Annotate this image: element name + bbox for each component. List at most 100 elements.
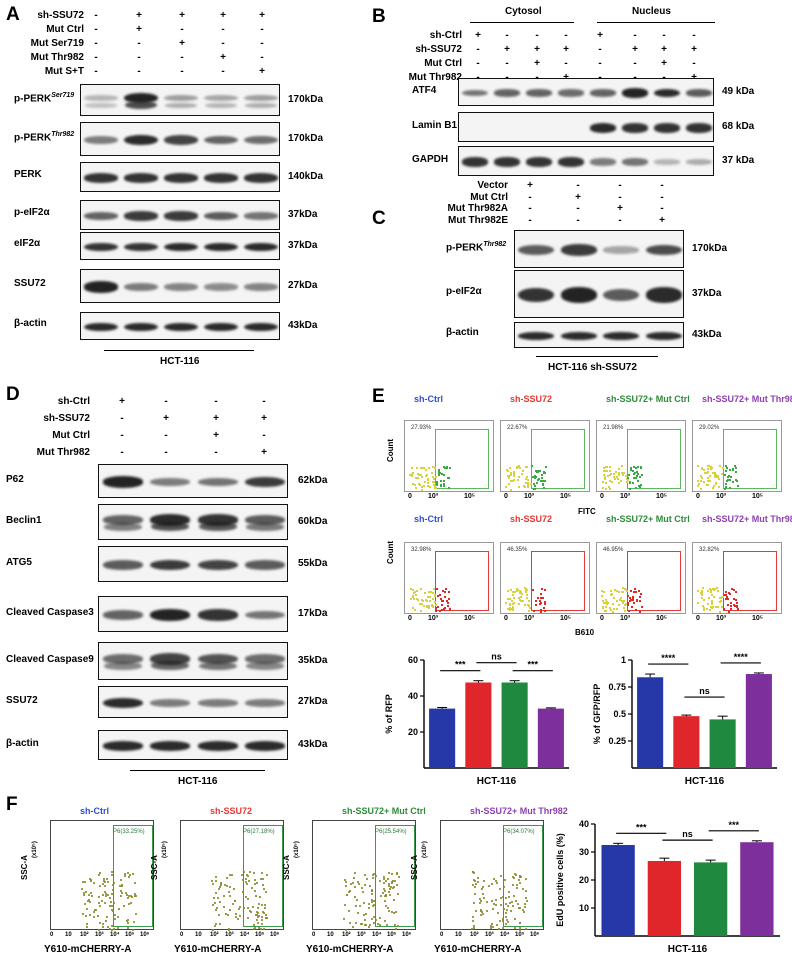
e-fitc-dot <box>710 467 713 470</box>
f-dot <box>264 914 267 917</box>
e-fitc-dot <box>410 467 413 470</box>
e-b610-dot <box>507 608 510 611</box>
e-fitc-dot <box>734 479 737 482</box>
f-dot <box>482 885 485 888</box>
a-row-label-7-text: β-actin <box>14 318 47 329</box>
f-dot <box>128 903 131 906</box>
f-dot <box>227 914 230 917</box>
e-b610-dot <box>420 587 423 590</box>
a-sign-r2-l1: - <box>94 24 98 35</box>
e-b610-dot <box>622 599 625 602</box>
a-blot-3-lane-4 <box>204 173 238 183</box>
f-dot <box>254 914 257 917</box>
a-sign-r4-l3: - <box>180 52 184 63</box>
a-row-label-2: p-PERKThr982 <box>14 131 74 143</box>
f-dot <box>133 893 136 896</box>
f-title-4: sh-SSU72+ Mut Thr982 <box>470 806 568 816</box>
f-dot <box>525 928 528 931</box>
f-dot <box>505 909 508 912</box>
e-b610-dot <box>723 608 726 611</box>
e-b610-tick-4-3: 10⁵ <box>752 615 764 622</box>
f-dot <box>87 893 90 896</box>
e-fitc-dot <box>413 483 416 486</box>
f-xtick-1-3: 10² <box>80 932 89 938</box>
b-sign-r2-l6: + <box>632 44 638 55</box>
d-blot-2-lane-1-lower <box>103 523 142 531</box>
e-fitc-dot <box>438 473 441 476</box>
e-fitc-tick-2-1: 0 <box>504 493 508 500</box>
e-fitc-dot <box>602 481 605 484</box>
f-dot <box>502 908 505 911</box>
e-fitc-dot <box>622 474 625 477</box>
d-blot-3-lane-1 <box>102 560 143 570</box>
e-fitc-dot <box>616 476 619 479</box>
f-ylabel-4: SSC-A <box>410 855 419 880</box>
e-b610-dot <box>632 597 635 600</box>
e-b610-dot <box>439 593 442 596</box>
f-dot <box>94 909 97 911</box>
a-blot-4-lane-3 <box>164 211 198 221</box>
d-blot-3-lane-3 <box>197 559 238 571</box>
f-dot <box>368 926 371 929</box>
e-b610-dot <box>714 606 717 609</box>
e-b610-dot <box>512 602 515 605</box>
e-b610-dot <box>700 594 703 596</box>
f-dot <box>387 882 390 885</box>
f-dot <box>511 901 514 904</box>
e-b610-dot <box>518 592 521 595</box>
f-dot <box>88 914 91 917</box>
f-dot <box>377 923 380 926</box>
e-fitc-dot <box>608 488 611 491</box>
e-b610-dot <box>730 607 733 610</box>
f-dot <box>249 909 252 912</box>
e-b610-dot <box>634 588 637 591</box>
a-blot-1-lane-2 <box>124 92 158 104</box>
f-dot <box>98 928 101 931</box>
b-sign-r1-l7: - <box>662 30 666 41</box>
e-b610-dot <box>725 595 728 598</box>
c-kda-1: 170kDa <box>692 243 728 254</box>
f-dot <box>387 884 390 887</box>
f-dot <box>227 928 230 931</box>
e-fitc-dot <box>412 472 415 475</box>
d-cond-sh-ctrl: sh-Ctrl <box>57 396 90 407</box>
f-dot <box>370 893 373 896</box>
e-b610-dot <box>434 600 437 603</box>
f-dot <box>518 875 521 878</box>
c-cond-mut-ctrl: Mut Ctrl <box>470 191 508 203</box>
e-fitc-dot <box>442 465 445 468</box>
f-dot <box>382 877 385 880</box>
f-dot <box>222 905 225 908</box>
f-dot <box>239 905 242 908</box>
c-blot-3-lane-2 <box>560 331 597 341</box>
f-dot <box>482 880 485 883</box>
bar-4 <box>740 842 774 936</box>
e-b610-dot <box>539 593 542 596</box>
f-xtick-2-2: 10 <box>195 932 202 938</box>
d-row-label-7: β-actin <box>6 738 39 749</box>
e-b610-tick-4-1: 0 <box>696 615 700 622</box>
e-b610-dot <box>716 587 719 590</box>
d-sign-r3-l4: - <box>262 430 266 441</box>
e-b610-dot <box>540 610 543 613</box>
d-blot-2-lane-1 <box>102 515 143 525</box>
d-kda-7: 43kDa <box>298 739 328 750</box>
f-dot <box>255 894 258 897</box>
b-cond-sh-ctrl: sh-Ctrl <box>429 30 462 41</box>
e-b610-dot <box>722 595 725 598</box>
b-blot-2-lane-5 <box>589 123 617 133</box>
f-dot <box>125 894 128 897</box>
d-sign-r4-l4: + <box>261 447 267 458</box>
e-fitc-dot <box>426 481 429 484</box>
f-dot <box>373 922 376 925</box>
a-sign-r3-l1: - <box>94 38 98 49</box>
e-b610-gate-3 <box>627 551 681 611</box>
f-dot <box>387 906 390 909</box>
e-b610-dot <box>413 591 416 594</box>
c-sign-r1-l2: - <box>576 180 580 191</box>
bar-1 <box>601 845 635 936</box>
b-blot-1-lane-1 <box>461 89 489 97</box>
e-b610-dot <box>701 587 704 590</box>
e-fitc-dot <box>617 481 620 484</box>
e-b610-dot <box>728 593 731 596</box>
